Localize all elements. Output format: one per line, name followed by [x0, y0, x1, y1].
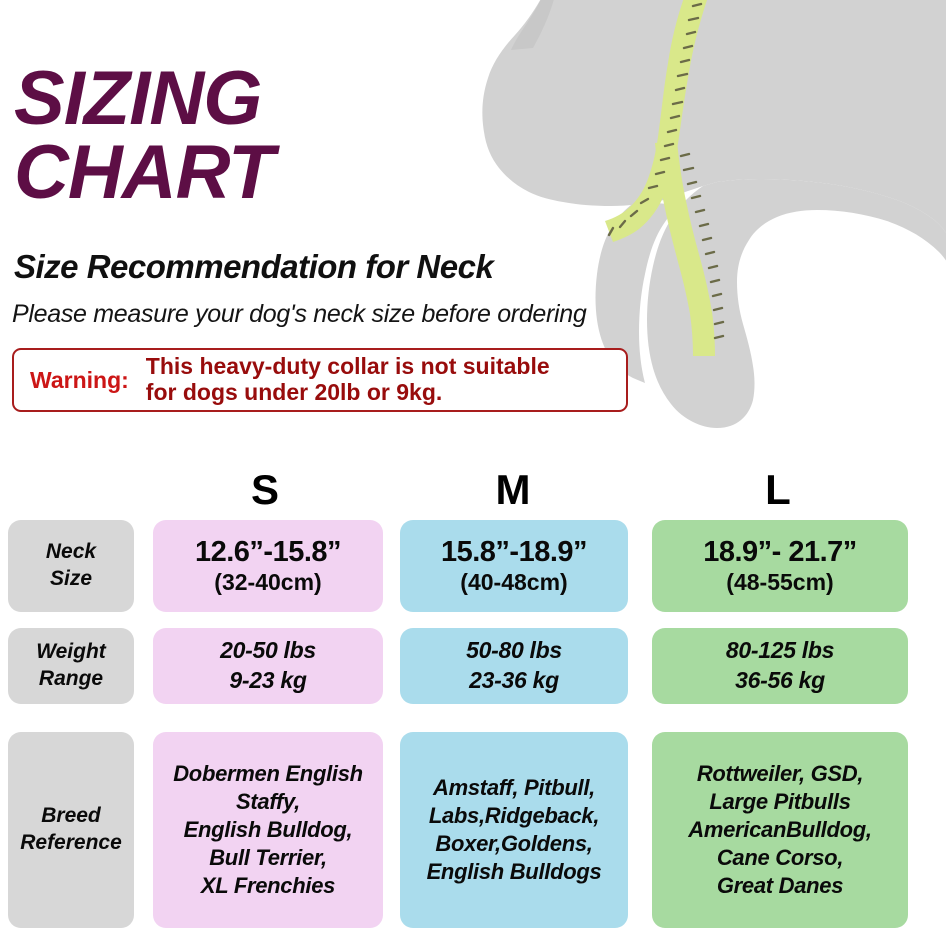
warning-message: This heavy-duty collar is not suitable f…	[129, 353, 550, 406]
neck-size-cell-l: 18.9”- 21.7” (48-55cm)	[652, 520, 908, 612]
title-line-2: CHART	[14, 129, 275, 215]
breed-line: Amstaff, Pitbull,	[433, 775, 595, 801]
breed-line: AmericanBulldog,	[688, 817, 872, 843]
weight-kg-m: 23-36 kg	[469, 667, 559, 693]
neck-size-cm-l: (48-55cm)	[726, 568, 834, 595]
row-label-line-1: Breed	[41, 804, 101, 828]
breed-line: Great Danes	[716, 872, 844, 898]
breed-reference-cell-s: Dobermen English Staffy, English Bulldog…	[153, 732, 383, 928]
neck-size-inches-s: 12.6”-15.8”	[194, 535, 342, 568]
row-label-line-2: Reference	[20, 831, 122, 854]
row-label-line-2: Size	[49, 567, 93, 590]
breed-line: Rottweiler, GSD,	[696, 761, 864, 787]
neck-size-inches-l: 18.9”- 21.7”	[703, 535, 857, 568]
neck-size-cm-m: (40-48cm)	[460, 568, 568, 595]
row-label-line-1: Neck	[45, 540, 97, 564]
column-header-l: L	[765, 466, 791, 513]
title-line-1: SIZING	[14, 56, 262, 141]
breed-line: Staffy,	[236, 789, 300, 815]
breed-reference-cell-m: Amstaff, Pitbull, Labs,Ridgeback, Boxer,…	[400, 732, 628, 928]
warning-label: Warning:	[30, 366, 129, 393]
weight-range-cell-s: 20-50 lbs 9-23 kg	[153, 628, 383, 704]
breed-line: English Bulldog,	[183, 817, 353, 843]
breed-reference-cell-l: Rottweiler, GSD, Large Pitbulls American…	[652, 732, 908, 928]
breed-line: Dobermen English	[173, 761, 363, 787]
breed-line: Cane Corso,	[716, 844, 844, 870]
weight-kg-l: 36-56 kg	[735, 667, 825, 693]
dog-ear-icon	[511, 0, 554, 50]
column-header-m: M	[495, 466, 531, 513]
breed-line: English Bulldogs	[426, 858, 602, 884]
warning-message-line-1: This heavy-duty collar is not suitable	[145, 353, 550, 380]
breed-line: Bull Terrier,	[209, 844, 327, 870]
row-label-line-1: Weight	[36, 640, 106, 664]
weight-range-cell-m: 50-80 lbs 23-36 kg	[400, 628, 628, 704]
weight-range-cell-l: 80-125 lbs 36-56 kg	[652, 628, 908, 704]
measure-instruction: Please measure your dog's neck size befo…	[12, 300, 587, 328]
neck-size-inches-m: 15.8”-18.9”	[440, 535, 588, 568]
breed-line: Large Pitbulls	[709, 789, 851, 815]
neck-size-cell-m: 15.8”-18.9” (40-48cm)	[400, 520, 628, 612]
neck-size-cm-s: (32-40cm)	[214, 568, 322, 595]
column-header-s: S	[250, 466, 279, 513]
warning-message-line-2: for dogs under 20lb or 9kg.	[145, 379, 443, 405]
dog-body-icon	[647, 179, 946, 428]
weight-lbs-l: 80-125 lbs	[725, 637, 835, 664]
row-label-neck-size: Neck Size	[8, 520, 134, 612]
breed-line: XL Frenchies	[200, 872, 336, 898]
row-label-weight-range: Weight Range	[8, 628, 134, 704]
breed-line: Boxer,Goldens,	[435, 831, 593, 856]
weight-lbs-s: 20-50 lbs	[220, 637, 316, 664]
row-label-breed-reference: Breed Reference	[8, 732, 134, 928]
page-subtitle: Size Recommendation for Neck	[14, 248, 494, 285]
breed-line: Labs,Ridgeback,	[428, 803, 600, 829]
page-title: SIZING CHART	[14, 56, 674, 215]
row-label-line-2: Range	[38, 667, 104, 690]
weight-kg-s: 9-23 kg	[229, 667, 307, 693]
neck-size-cell-s: 12.6”-15.8” (32-40cm)	[153, 520, 383, 612]
weight-lbs-m: 50-80 lbs	[466, 637, 562, 664]
warning-box: Warning: This heavy-duty collar is not s…	[12, 348, 628, 412]
